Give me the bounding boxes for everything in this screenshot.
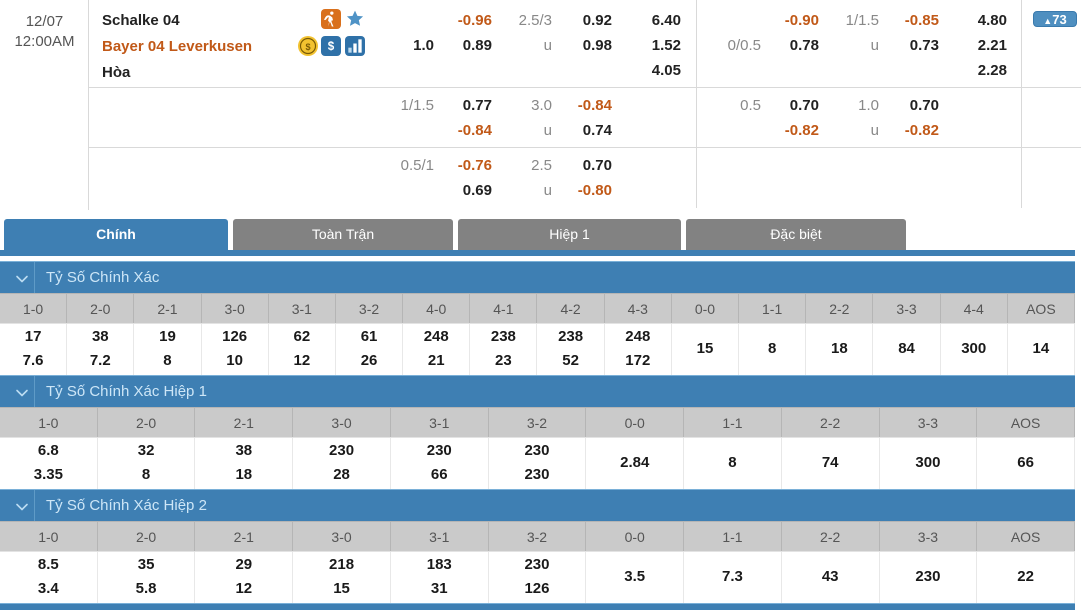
svg-text:$: $ [328,40,335,53]
svg-text:$: $ [305,42,310,52]
